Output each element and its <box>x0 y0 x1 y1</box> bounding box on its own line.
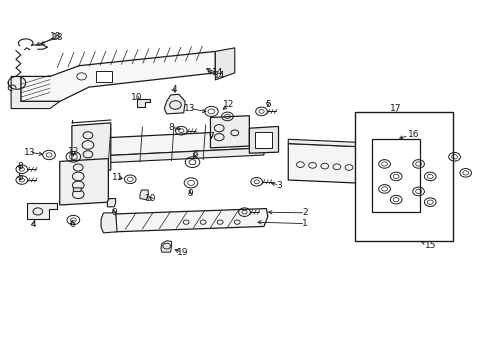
Text: 6: 6 <box>69 220 75 229</box>
Text: 15: 15 <box>424 240 435 249</box>
Text: 4: 4 <box>30 220 36 229</box>
Text: 13: 13 <box>24 148 35 157</box>
Polygon shape <box>72 123 111 173</box>
Polygon shape <box>287 144 385 184</box>
Polygon shape <box>210 116 249 148</box>
Bar <box>96 71 112 82</box>
Text: 13: 13 <box>184 104 195 113</box>
Polygon shape <box>73 188 81 192</box>
Polygon shape <box>136 99 149 107</box>
Text: 8: 8 <box>168 123 174 132</box>
Text: 14: 14 <box>213 71 224 80</box>
Polygon shape <box>27 203 57 219</box>
Text: 19: 19 <box>176 248 187 257</box>
Polygon shape <box>101 213 117 233</box>
Text: 11: 11 <box>112 173 123 182</box>
Polygon shape <box>215 48 234 80</box>
Text: 5: 5 <box>264 100 270 109</box>
Text: 4: 4 <box>171 85 177 94</box>
Polygon shape <box>21 51 215 102</box>
Text: 9: 9 <box>111 208 117 217</box>
Bar <box>255 132 272 148</box>
Text: 9: 9 <box>187 189 193 198</box>
Polygon shape <box>11 76 60 109</box>
Text: 16: 16 <box>407 130 419 139</box>
Text: 1: 1 <box>302 219 307 228</box>
Polygon shape <box>287 139 385 148</box>
Polygon shape <box>249 126 278 153</box>
Polygon shape <box>140 190 148 200</box>
Text: 18: 18 <box>50 32 61 41</box>
Polygon shape <box>81 148 264 164</box>
Text: 6: 6 <box>192 150 197 159</box>
Polygon shape <box>116 208 267 232</box>
Text: 17: 17 <box>389 104 401 113</box>
Text: 8: 8 <box>17 162 23 171</box>
Text: 14: 14 <box>212 68 223 77</box>
Text: 12: 12 <box>223 100 234 109</box>
Text: 2: 2 <box>302 208 307 217</box>
Polygon shape <box>107 199 116 207</box>
Polygon shape <box>164 94 185 114</box>
Text: 10: 10 <box>145 194 157 203</box>
Text: 7: 7 <box>208 132 214 141</box>
Text: 18: 18 <box>51 33 63 42</box>
Text: 3: 3 <box>276 181 282 190</box>
Text: 12: 12 <box>67 147 79 156</box>
Text: 5: 5 <box>17 173 23 182</box>
Polygon shape <box>60 158 108 205</box>
Polygon shape <box>161 241 171 252</box>
Polygon shape <box>81 130 264 157</box>
Text: 10: 10 <box>131 93 142 102</box>
Bar <box>355 112 452 241</box>
Bar <box>371 139 419 212</box>
